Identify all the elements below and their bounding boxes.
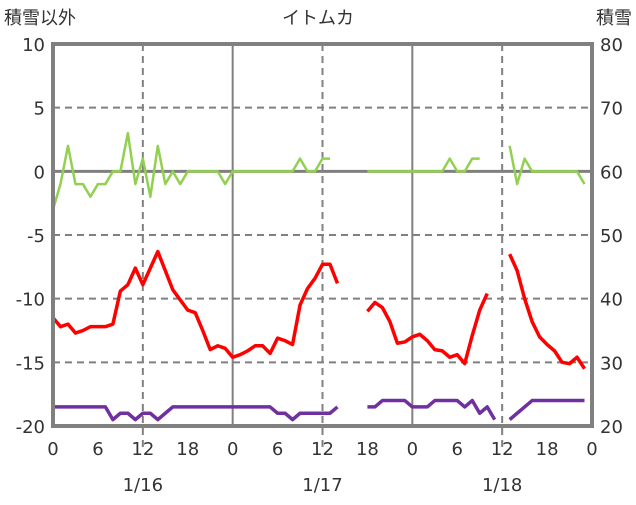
- series-green-line: [51, 131, 330, 210]
- y-tick-left: 5: [34, 99, 45, 120]
- chart-title: イトムカ: [282, 8, 354, 29]
- x-tick: 0: [47, 439, 58, 460]
- y-tick-right: 30: [600, 353, 623, 374]
- x-tick: 12: [311, 439, 334, 460]
- y-tick-right: 70: [600, 99, 623, 120]
- series-purple-line: [508, 398, 585, 421]
- y-tick-left: 10: [22, 35, 45, 56]
- date-label: 1/18: [482, 475, 522, 496]
- right-axis-title: 積雪: [596, 8, 632, 29]
- series-purple-line: [53, 405, 339, 422]
- plot-frame: [51, 42, 594, 428]
- x-tick: 6: [92, 439, 103, 460]
- y-tick-left: -10: [16, 290, 45, 311]
- y-tick-right: 50: [600, 226, 623, 247]
- y-tick-right: 60: [600, 162, 623, 183]
- series-green-line: [367, 157, 480, 173]
- series-red-line: [508, 253, 586, 370]
- x-tick: 6: [452, 439, 463, 460]
- y-tick-right: 40: [600, 290, 623, 311]
- x-tick: 6: [272, 439, 283, 460]
- left-axis-title: 積雪以外: [4, 8, 76, 29]
- y-tick-left: -20: [16, 417, 45, 438]
- x-tick: 18: [356, 439, 379, 460]
- x-tick: 12: [131, 439, 154, 460]
- y-tick-left: 0: [34, 162, 45, 183]
- y-tick-left: -15: [16, 353, 45, 374]
- y-tick-right: 80: [600, 35, 623, 56]
- x-tick: 18: [536, 439, 559, 460]
- series-purple-line: [367, 398, 497, 421]
- x-tick: 18: [176, 439, 199, 460]
- series-red-line: [51, 249, 340, 359]
- y-tick-left: -5: [27, 226, 45, 247]
- x-tick: 0: [407, 439, 418, 460]
- x-tick: 0: [586, 439, 597, 460]
- x-tick: 0: [227, 439, 238, 460]
- x-tick: 12: [491, 439, 514, 460]
- series-green-line: [508, 145, 586, 186]
- date-label: 1/16: [123, 475, 163, 496]
- y-tick-right: 20: [600, 417, 623, 438]
- series-red-line: [366, 292, 489, 366]
- date-label: 1/17: [302, 475, 342, 496]
